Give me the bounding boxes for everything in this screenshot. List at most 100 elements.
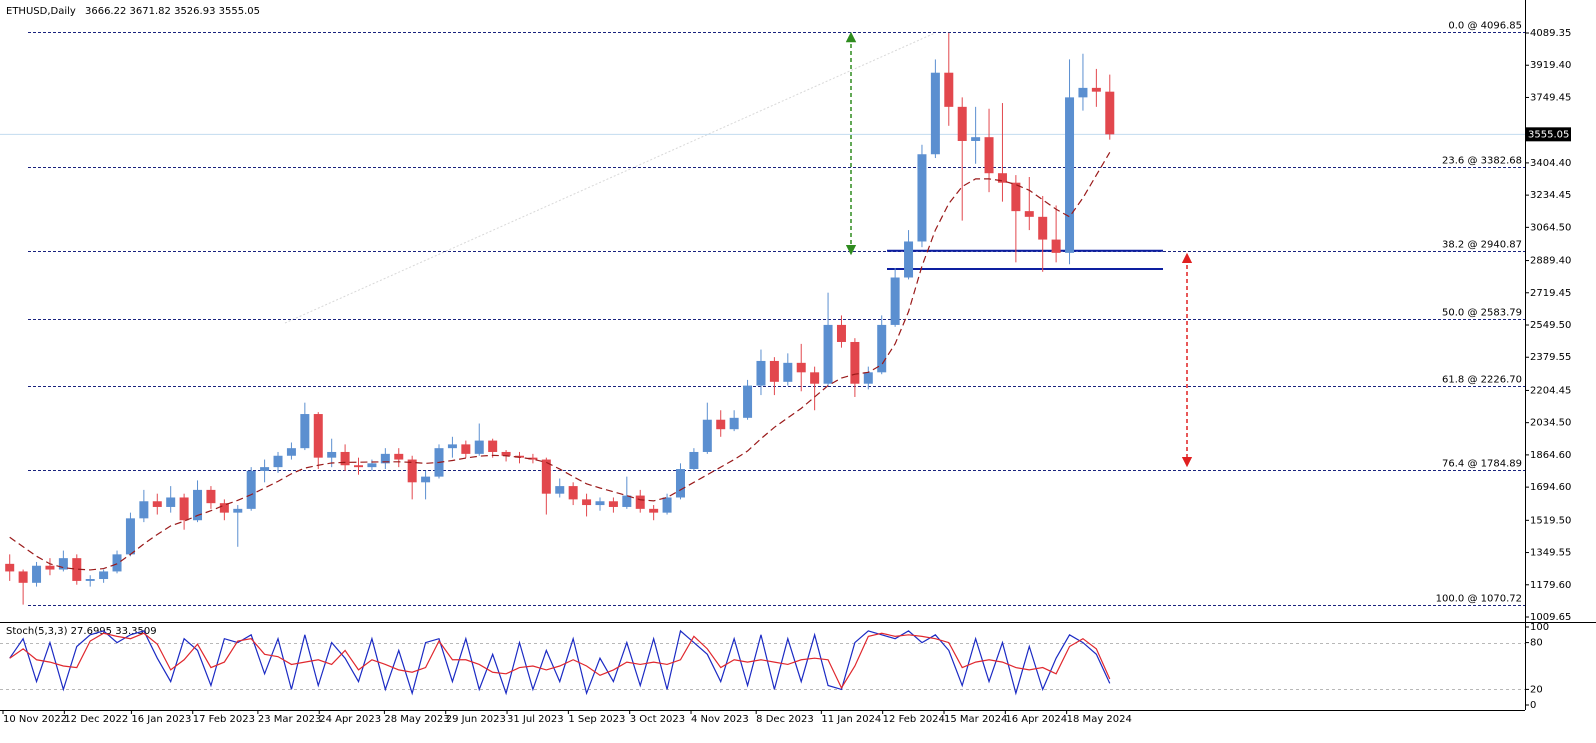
y-tick-label: 4089.35	[1530, 28, 1571, 39]
candle-body	[125, 518, 135, 555]
y-tick-label: 3749.45	[1530, 92, 1571, 103]
candle-body	[394, 453, 404, 460]
candle-body	[528, 457, 538, 460]
candle-body	[233, 508, 243, 513]
symbol: ETHUSD,Daily	[6, 6, 76, 17]
x-tick-label: 16 Jan 2023	[131, 714, 191, 725]
candle-body	[18, 571, 28, 583]
y-tick-label: 2719.45	[1530, 288, 1571, 299]
candle-body	[327, 451, 337, 458]
candle-body	[313, 414, 323, 458]
chart-header: ETHUSD,Daily 3666.22 3671.82 3526.93 355…	[6, 6, 260, 17]
candle-body	[823, 324, 833, 384]
candle-body	[219, 503, 229, 513]
y-tick-label: 2034.50	[1530, 418, 1571, 429]
candle-body	[300, 414, 310, 449]
current-price-label: 3555.05	[1528, 129, 1569, 140]
candle-body	[1051, 239, 1061, 253]
candle-body	[260, 467, 270, 471]
candle-body	[595, 501, 605, 506]
candle-body	[917, 154, 927, 242]
x-tick-label: 4 Nov 2023	[691, 714, 749, 725]
candle-body	[716, 419, 726, 430]
y-tick-label: 1349.55	[1530, 548, 1571, 559]
candle-body	[635, 495, 645, 509]
candle-body	[796, 362, 806, 373]
candle-body	[354, 465, 364, 468]
y-tick-label: 1009.65	[1530, 612, 1571, 623]
candle-body	[622, 495, 632, 507]
candle-body	[72, 558, 82, 581]
candle-body	[273, 455, 283, 468]
y-tick-label: 1864.60	[1530, 450, 1571, 461]
header-close: 3555.05	[219, 6, 260, 17]
candle-body	[5, 563, 15, 572]
candle-body	[649, 508, 659, 513]
candle-body	[421, 476, 431, 483]
stoch-k-line	[9, 629, 1111, 696]
y-tick-label: 1694.60	[1530, 482, 1571, 493]
x-tick-label: 8 Dec 2023	[756, 714, 814, 725]
candle-body	[675, 469, 685, 498]
stoch-d-line	[9, 632, 1111, 690]
y-tick-label: 2204.45	[1530, 385, 1571, 396]
candle-body	[1091, 87, 1101, 92]
candle-body	[447, 444, 457, 449]
candle-body	[836, 324, 846, 342]
candle-body	[890, 277, 900, 325]
candle-body	[944, 72, 954, 107]
candle-body	[152, 501, 162, 507]
candle-body	[380, 453, 390, 464]
candle-body	[488, 440, 498, 452]
candle-body	[769, 360, 779, 382]
candle-body	[783, 362, 793, 382]
y-tick-label: 2379.55	[1530, 352, 1571, 363]
x-tick-label: 10 Nov 2022	[3, 714, 67, 725]
candle-body	[193, 489, 203, 521]
x-tick-label: 18 May 2024	[1067, 714, 1132, 725]
candle-body	[58, 558, 68, 570]
x-tick-label: 3 Oct 2023	[630, 714, 685, 725]
candle-body	[501, 451, 511, 456]
header-open: 3666.22	[85, 6, 126, 17]
candle-body	[729, 417, 739, 430]
k-value: 27.6995	[71, 626, 112, 637]
candle-body	[568, 486, 578, 500]
candle-body	[997, 173, 1007, 183]
indicator-header: Stoch(5,3,3) 27.6995 33.3509	[6, 626, 157, 637]
candle-body	[1024, 211, 1034, 217]
x-tick-label: 16 Apr 2024	[1005, 714, 1067, 725]
candle-body	[957, 106, 967, 141]
y-tick-label: 3404.40	[1530, 158, 1571, 169]
x-tick-label: 12 Dec 2022	[64, 714, 128, 725]
candle-body	[1065, 97, 1075, 253]
y-tick-label: 2889.40	[1530, 256, 1571, 267]
y-tick-label: 1519.50	[1530, 515, 1571, 526]
candle-body	[179, 497, 189, 521]
candle-body	[246, 470, 256, 509]
fib-level-label: 23.6 @ 3382.68	[1442, 156, 1522, 167]
y-tick-label: 3234.45	[1530, 190, 1571, 201]
x-tick-label: 31 Jul 2023	[507, 714, 564, 725]
candle-body	[689, 451, 699, 470]
x-tick-label: 23 Mar 2023	[258, 714, 321, 725]
candle-body	[166, 497, 176, 507]
candle-body	[367, 463, 377, 468]
fib-level-label: 50.0 @ 2583.79	[1442, 308, 1522, 319]
header-low: 3526.93	[174, 6, 215, 17]
candle-body	[984, 137, 994, 174]
x-tick-label: 1 Sep 2023	[568, 714, 625, 725]
fib-level-label: 61.8 @ 2226.70	[1442, 375, 1522, 386]
x-tick-label: 29 Jun 2023	[446, 714, 506, 725]
candle-body	[340, 451, 350, 466]
candle-body	[99, 571, 109, 580]
candle-body	[206, 489, 216, 504]
candle-body	[971, 137, 981, 141]
candle-body	[461, 444, 471, 454]
y-tick-label: 3064.50	[1530, 222, 1571, 233]
candle-body	[702, 419, 712, 452]
candle-body	[1105, 91, 1115, 135]
moving-average	[9, 152, 1111, 571]
